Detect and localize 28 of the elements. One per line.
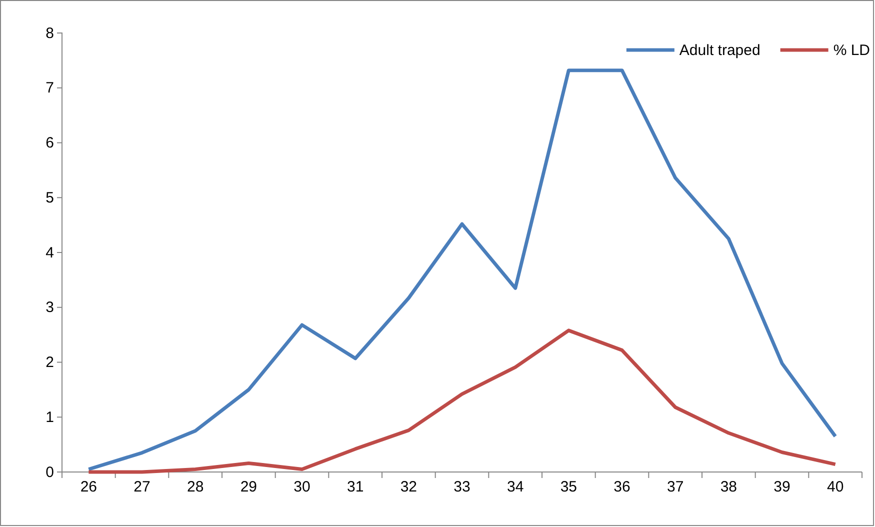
line-series <box>86 68 838 472</box>
y-tick-label: 0 <box>46 464 54 481</box>
x-tick-label: 30 <box>294 478 310 496</box>
x-tick-label: 40 <box>826 478 844 496</box>
y-tick-label: 5 <box>46 189 54 206</box>
legend-label: % LD <box>833 42 870 59</box>
x-tick-label: 27 <box>134 478 150 496</box>
x-tick-label: 35 <box>560 478 578 496</box>
x-tick-label: 36 <box>614 478 630 496</box>
x-tick-label: 29 <box>240 478 258 496</box>
x-tick-label: 26 <box>80 478 98 496</box>
y-tick-label: 1 <box>46 408 54 426</box>
x-tick-label: 39 <box>774 478 790 496</box>
x-tick-label: 28 <box>186 478 204 496</box>
y-tick-label: 8 <box>46 24 54 42</box>
line-series <box>86 328 838 474</box>
y-tick-label: 6 <box>46 134 54 152</box>
y-tick-label: 4 <box>46 244 54 262</box>
x-tick-label: 32 <box>400 478 418 496</box>
x-tick-label: 33 <box>454 478 470 496</box>
y-tick-label: 2 <box>46 354 54 372</box>
legend-label: Adult traped <box>679 42 760 59</box>
y-tick-label: 3 <box>46 299 54 316</box>
x-tick-label: 31 <box>346 478 364 496</box>
y-tick-label: 7 <box>46 80 54 97</box>
x-tick-label: 38 <box>720 478 738 496</box>
x-tick-label: 37 <box>666 478 684 496</box>
x-tick-label: 34 <box>506 478 524 496</box>
